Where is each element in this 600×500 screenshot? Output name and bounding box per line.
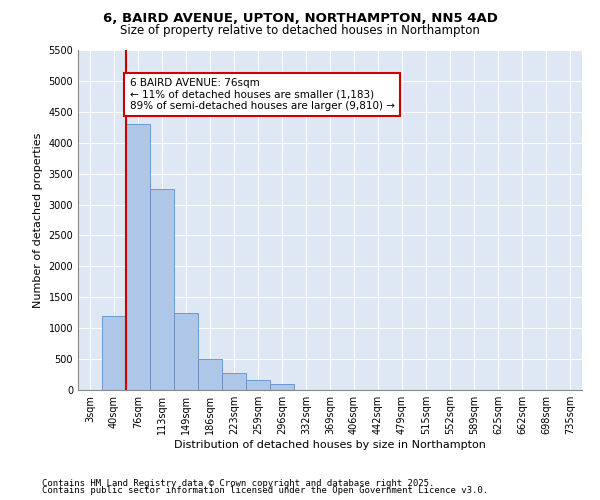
Bar <box>270 384 294 390</box>
Text: 6 BAIRD AVENUE: 76sqm
← 11% of detached houses are smaller (1,183)
89% of semi-d: 6 BAIRD AVENUE: 76sqm ← 11% of detached … <box>130 78 395 111</box>
Bar <box>126 124 150 390</box>
Bar <box>246 380 270 390</box>
Bar <box>222 374 246 390</box>
Text: Size of property relative to detached houses in Northampton: Size of property relative to detached ho… <box>120 24 480 37</box>
X-axis label: Distribution of detached houses by size in Northampton: Distribution of detached houses by size … <box>174 440 486 450</box>
Bar <box>174 312 198 390</box>
Text: Contains HM Land Registry data © Crown copyright and database right 2025.: Contains HM Land Registry data © Crown c… <box>42 478 434 488</box>
Text: 6, BAIRD AVENUE, UPTON, NORTHAMPTON, NN5 4AD: 6, BAIRD AVENUE, UPTON, NORTHAMPTON, NN5… <box>103 12 497 26</box>
Y-axis label: Number of detached properties: Number of detached properties <box>33 132 43 308</box>
Bar <box>102 316 126 390</box>
Bar <box>150 189 174 390</box>
Bar <box>198 359 222 390</box>
Text: Contains public sector information licensed under the Open Government Licence v3: Contains public sector information licen… <box>42 486 488 495</box>
